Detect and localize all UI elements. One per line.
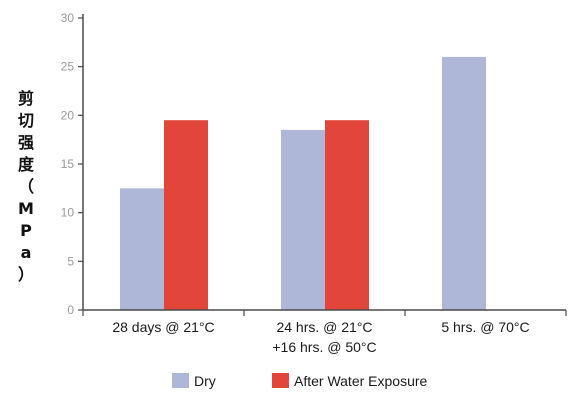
bar-after-water-exposure xyxy=(325,120,369,310)
y-tick-label: 10 xyxy=(61,206,75,220)
legend-label: After Water Exposure xyxy=(294,373,428,389)
y-tick-label: 15 xyxy=(61,157,75,171)
bar-after-water-exposure xyxy=(164,120,208,310)
bar-dry xyxy=(281,129,325,310)
legend-swatch xyxy=(272,373,289,388)
category-labels: 28 days @ 21°C 24 hrs. @ 21°C +16 hrs. @ 5… xyxy=(112,319,529,355)
axes: 0 5 10 15 20 25 30 xyxy=(61,11,567,317)
category-label: +16 hrs. @ 50°C xyxy=(272,339,376,355)
y-tick-label: 0 xyxy=(67,303,74,317)
bar-dry xyxy=(442,56,486,310)
y-tick-label: 25 xyxy=(61,60,75,74)
legend-label: Dry xyxy=(194,373,216,389)
legend-swatch xyxy=(172,373,189,388)
bars xyxy=(120,56,486,310)
category-label: 5 hrs. @ 70°C xyxy=(441,319,529,335)
bar-dry xyxy=(120,188,164,310)
y-tick-label: 20 xyxy=(61,108,75,122)
legend: Dry After Water Exposure xyxy=(172,373,428,389)
category-label: 28 days @ 21°C xyxy=(112,319,214,335)
y-tick-label: 5 xyxy=(67,254,74,268)
y-tick-label: 30 xyxy=(61,11,75,25)
category-label: 24 hrs. @ 21°C xyxy=(276,319,372,335)
